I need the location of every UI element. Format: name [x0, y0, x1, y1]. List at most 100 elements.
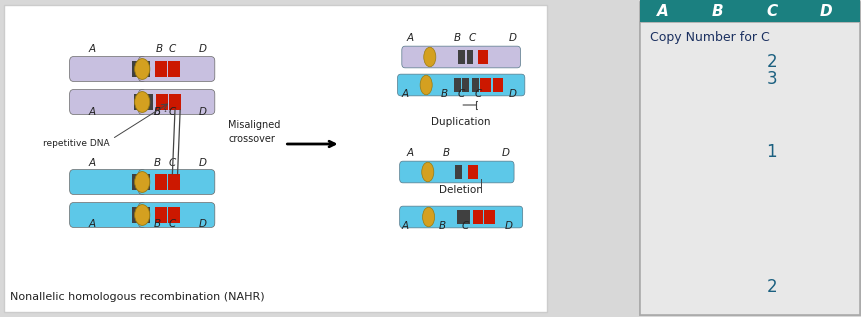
Bar [492, 78, 502, 92]
Text: C: C [457, 89, 464, 99]
Text: C: C [169, 107, 176, 117]
Text: C: C [461, 221, 468, 231]
Ellipse shape [134, 204, 150, 225]
Bar [132, 207, 139, 223]
Text: A: A [656, 3, 668, 18]
Bar [168, 174, 179, 190]
Text: D: D [198, 219, 207, 229]
Bar [134, 94, 142, 110]
Text: ¹: ¹ [164, 110, 166, 116]
Bar [132, 174, 139, 190]
Text: B: B [710, 3, 722, 18]
Bar [142, 207, 150, 223]
Bar [472, 210, 483, 224]
Text: Duplication: Duplication [430, 117, 491, 127]
Text: C: C [474, 89, 481, 99]
Text: B: B [156, 44, 163, 54]
Text: D: D [198, 158, 207, 168]
Bar [168, 207, 179, 223]
Bar [463, 210, 469, 224]
Text: A: A [89, 158, 96, 168]
Text: D: D [819, 3, 832, 18]
FancyBboxPatch shape [139, 203, 214, 227]
Ellipse shape [421, 162, 433, 182]
Bar [142, 61, 150, 77]
Text: Copy Number for C: Copy Number for C [649, 30, 769, 43]
Text: B: B [154, 107, 161, 117]
Text: A: A [406, 148, 413, 158]
Text: B: B [440, 89, 447, 99]
FancyBboxPatch shape [139, 57, 214, 81]
Bar [169, 94, 181, 110]
Bar [155, 174, 167, 190]
FancyBboxPatch shape [70, 170, 146, 194]
Bar [639, 0, 859, 22]
Ellipse shape [422, 207, 434, 227]
Bar [477, 50, 487, 64]
FancyBboxPatch shape [139, 90, 214, 114]
Bar [157, 94, 168, 110]
Text: D: D [508, 33, 517, 43]
FancyBboxPatch shape [401, 46, 520, 68]
Bar [472, 78, 478, 92]
Bar [467, 165, 478, 179]
Text: Deletion: Deletion [439, 185, 482, 195]
Text: A: A [401, 221, 408, 231]
Text: B: B [438, 221, 445, 231]
FancyBboxPatch shape [139, 170, 214, 194]
Bar [457, 50, 464, 64]
Bar [461, 78, 468, 92]
Ellipse shape [419, 75, 431, 95]
Text: B: B [154, 219, 161, 229]
Text: A: A [401, 89, 408, 99]
Text: C: C [169, 219, 176, 229]
FancyBboxPatch shape [70, 57, 146, 81]
Bar [454, 78, 460, 92]
Text: B: B [453, 33, 460, 43]
Text: D: D [508, 89, 517, 99]
Text: B: B [154, 107, 161, 117]
Text: 2: 2 [765, 278, 776, 296]
Text: B: B [443, 148, 449, 158]
Text: B: B [154, 158, 161, 168]
Text: 3: 3 [765, 70, 776, 88]
Text: Misaligned
crossover: Misaligned crossover [228, 120, 281, 144]
Text: A: A [406, 33, 413, 43]
Bar [155, 61, 167, 77]
Text: A: A [89, 107, 96, 117]
Text: D: D [198, 44, 207, 54]
Bar [132, 61, 139, 77]
Text: C: C [765, 3, 777, 18]
Ellipse shape [134, 92, 150, 113]
Ellipse shape [134, 171, 150, 192]
Bar [484, 210, 494, 224]
Ellipse shape [424, 47, 436, 67]
FancyBboxPatch shape [400, 161, 513, 183]
Text: repetitive DNA: repetitive DNA [43, 139, 109, 148]
Text: D: D [501, 148, 510, 158]
Bar [456, 210, 462, 224]
FancyBboxPatch shape [70, 90, 146, 114]
FancyBboxPatch shape [400, 206, 522, 228]
Text: A: A [89, 44, 96, 54]
Text: 1: 1 [765, 143, 776, 161]
Text: D: D [504, 221, 512, 231]
Bar [480, 78, 490, 92]
Bar [155, 207, 167, 223]
Bar [168, 61, 179, 77]
FancyBboxPatch shape [70, 203, 146, 227]
Ellipse shape [134, 59, 150, 79]
Text: C: C [169, 44, 176, 54]
Bar [142, 174, 150, 190]
FancyBboxPatch shape [397, 74, 524, 96]
Text: Nonallelic homologous recombination (NAHR): Nonallelic homologous recombination (NAH… [10, 292, 264, 302]
Bar [145, 94, 152, 110]
FancyBboxPatch shape [4, 5, 547, 312]
Text: C: C [468, 33, 475, 43]
Bar [467, 50, 473, 64]
Text: C: C [169, 158, 176, 168]
Text: A: A [89, 219, 96, 229]
Text: 2: 2 [765, 53, 776, 71]
Bar [455, 165, 461, 179]
Text: D: D [198, 107, 207, 117]
